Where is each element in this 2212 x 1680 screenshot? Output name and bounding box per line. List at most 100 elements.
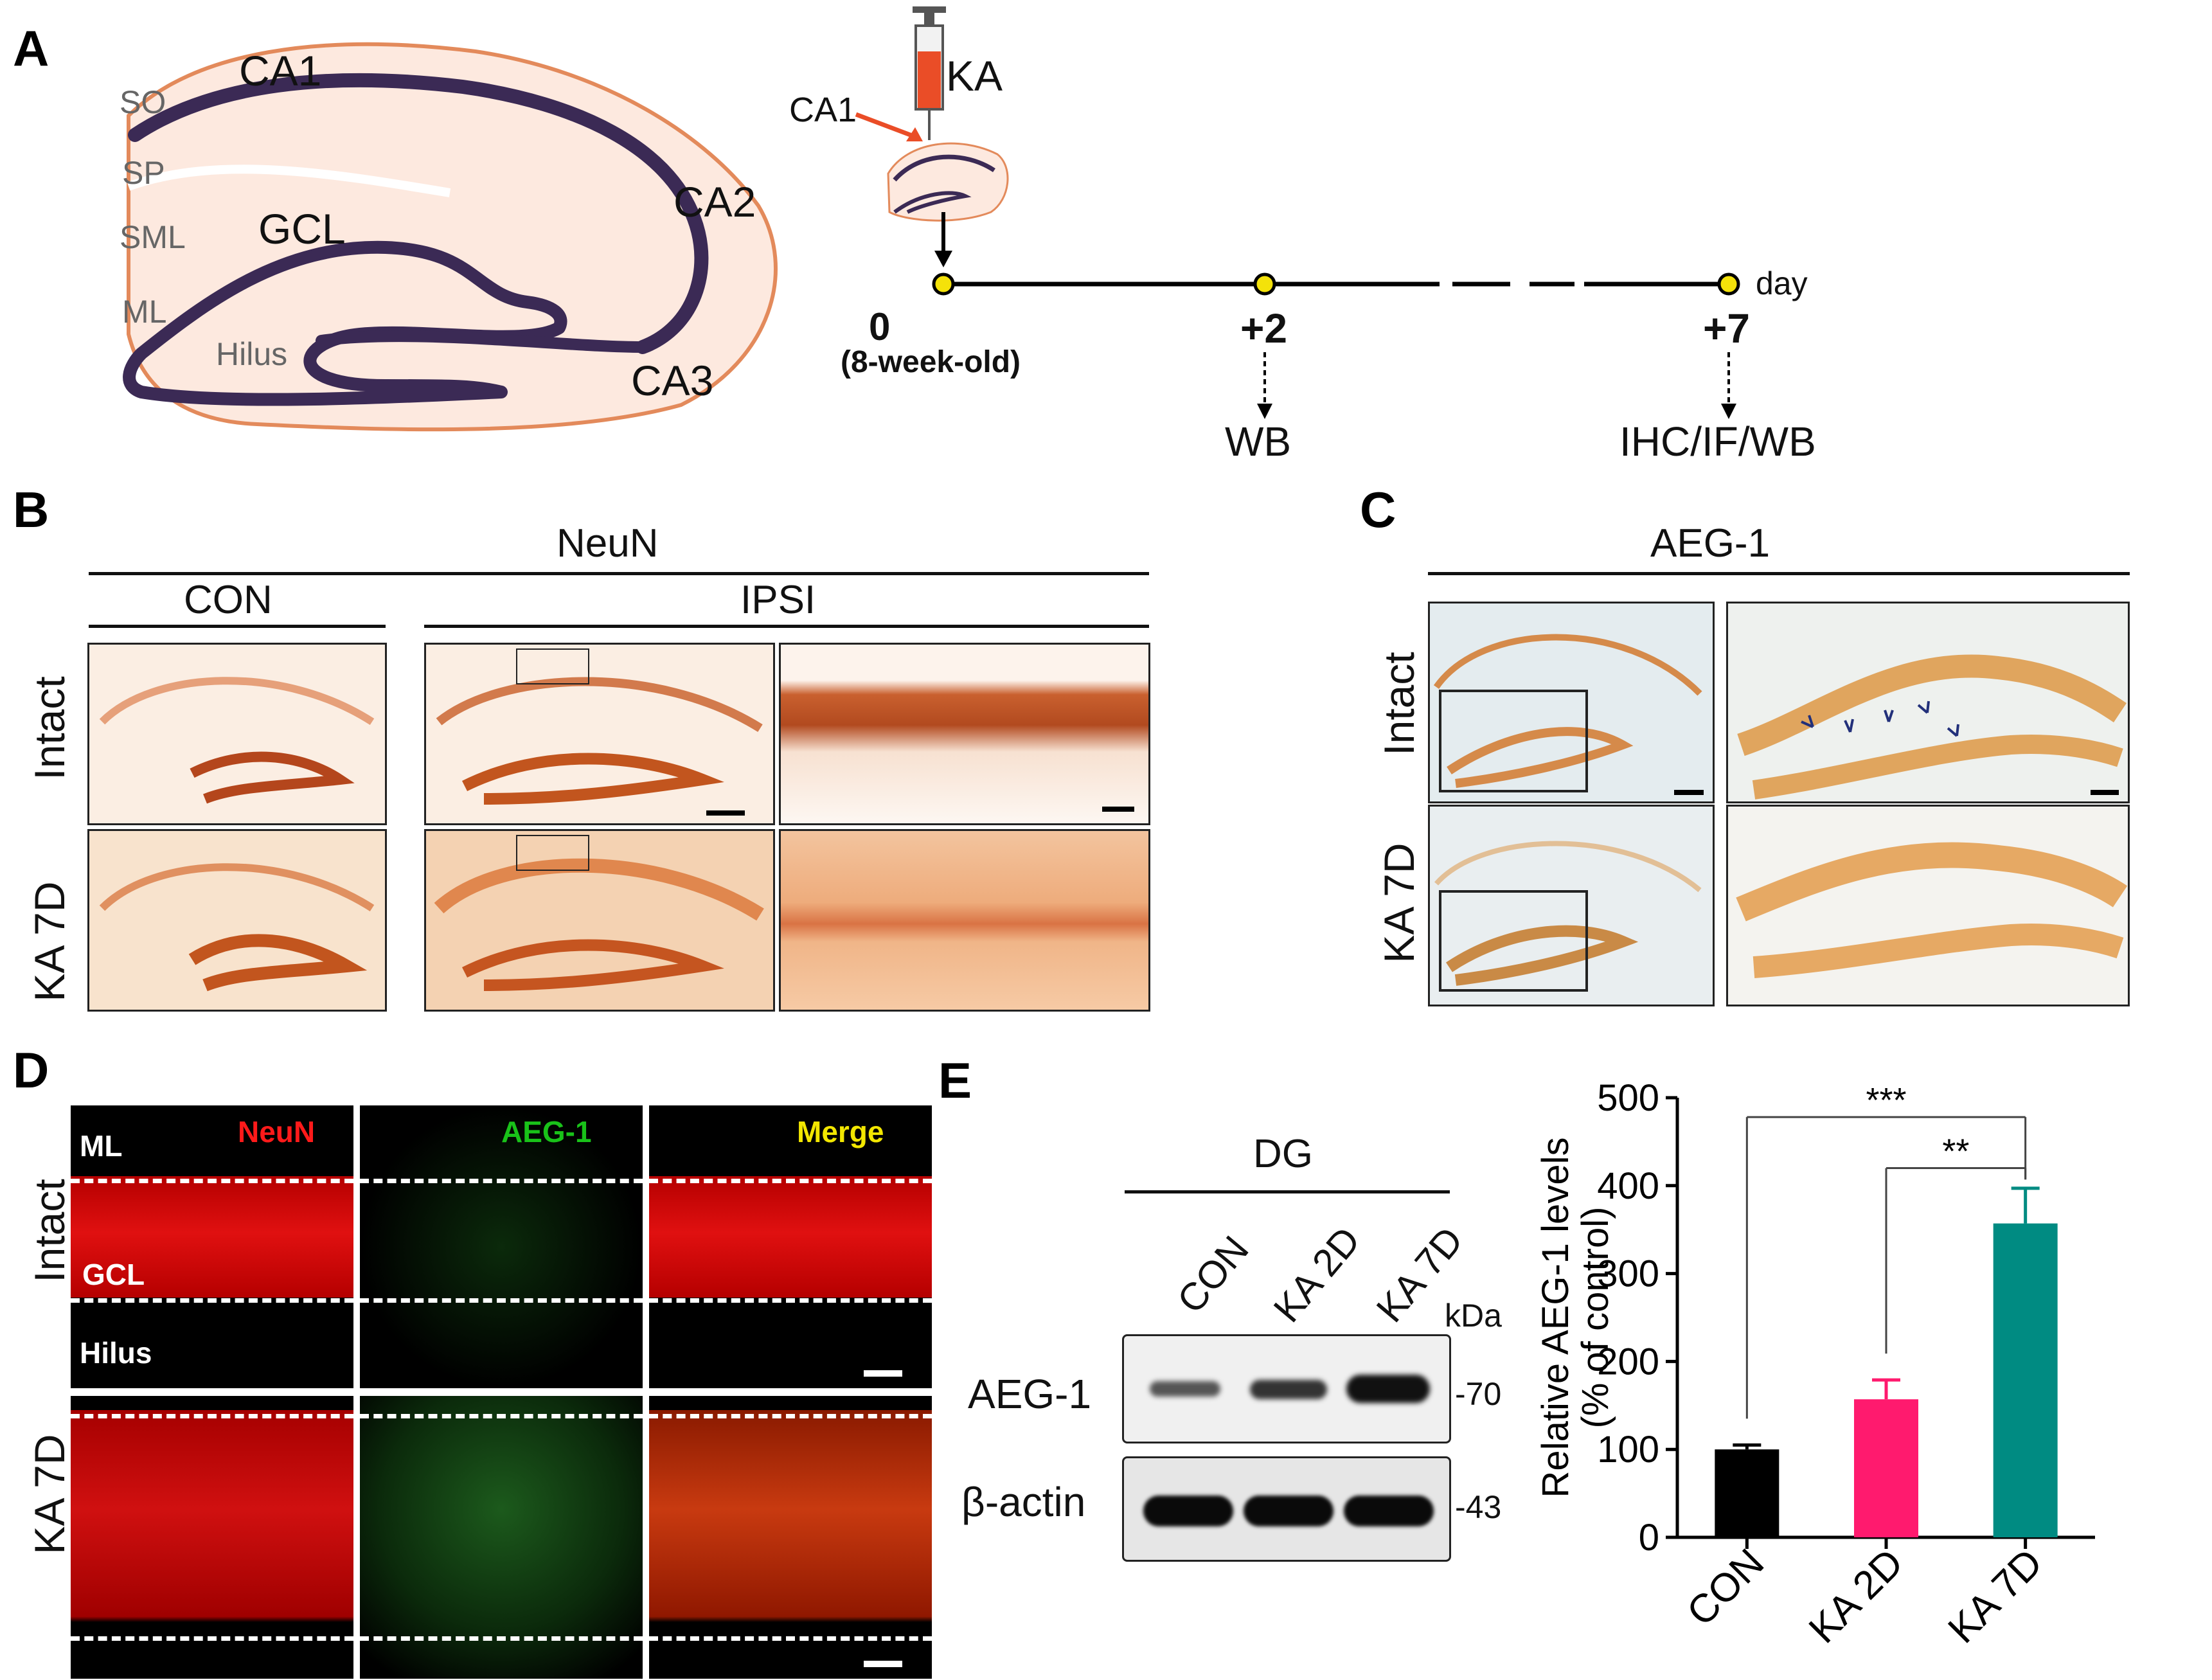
aeg1-intact-inset-box: [1439, 690, 1588, 792]
layer-boundary-line: [649, 1636, 932, 1641]
sig-label: **: [1942, 1132, 1969, 1170]
timeline-day-2: +2: [1240, 305, 1287, 352]
neun-ipsi-intact-inset-box: [516, 648, 589, 684]
y-tick-label: 0: [1639, 1517, 1659, 1559]
injection-site-label: CA1: [789, 91, 857, 129]
x-tick-label: KA 2D: [1801, 1541, 1912, 1652]
layer-sp: SP: [122, 155, 165, 191]
panel-c-title-rule: [1428, 572, 2130, 575]
panel-b-row-intact: Intact: [26, 676, 73, 780]
blot-lane-ka2d: KA 2D: [1265, 1219, 1369, 1330]
blot-tissue-rule: [1125, 1190, 1450, 1193]
panel-b-title-rule: [89, 572, 1149, 575]
region-gcl: GCL: [258, 205, 346, 253]
layer-boundary-line: [360, 1636, 643, 1641]
layer-boundary-line: [649, 1298, 932, 1303]
layer-boundary-line: [649, 1179, 932, 1183]
y-tick-label: 300: [1597, 1253, 1659, 1295]
blot-band-aeg1-label: AEG-1: [968, 1371, 1092, 1417]
aeg1-bar-chart: 0 100 200 300 400 500 Relative AEG-1 levels(% …: [1535, 1077, 2095, 1652]
if-intact-aeg1-image: AEG-1: [360, 1105, 643, 1388]
scale-bar: [864, 1661, 902, 1667]
aeg1-ka7d-image: [1428, 805, 1715, 1006]
injection-arrow-icon: [855, 112, 923, 141]
panel-b-row-ka7d: KA 7D: [26, 881, 73, 1002]
y-axis-label-line2: (% of control): [1574, 1207, 1616, 1429]
assay-day-7: IHC/IF/WB: [1619, 418, 1816, 465]
region-ca3: CA3: [631, 357, 714, 404]
if-intact-merge-image: Merge: [649, 1105, 932, 1388]
layer-so: SO: [120, 84, 166, 120]
panel-letter-e: E: [938, 1052, 972, 1109]
layer-boundary-line: [360, 1298, 643, 1303]
panel-b-title: NeuN: [557, 521, 659, 566]
region-ca2: CA2: [673, 178, 756, 226]
layer-boundary-line: [71, 1298, 353, 1303]
timeline-day-7: +7: [1703, 305, 1750, 352]
neun-ipsi-ka7d-zoom-image: [779, 829, 1150, 1012]
panel-b-ipsi-rule: [424, 625, 1149, 628]
if-ka7d-aeg1-image: [360, 1396, 643, 1679]
assay-day-2: WB: [1225, 418, 1292, 465]
if-channel-merge: Merge: [797, 1115, 884, 1148]
blot-kda-unit: kDa: [1445, 1298, 1502, 1334]
y-axis-label-line1: Relative AEG-1 levels: [1535, 1138, 1576, 1498]
blot-band-actin-label: β-actin: [961, 1479, 1086, 1525]
layer-boundary-line: [71, 1414, 353, 1418]
panel-d-row-intact: Intact: [26, 1179, 73, 1283]
if-ka7d-merge-image: [649, 1396, 932, 1679]
blot-lane-con: CON: [1168, 1228, 1257, 1321]
panel-letter-a: A: [13, 20, 49, 76]
y-tick-label: 400: [1597, 1165, 1659, 1207]
timeline-arrows: [1257, 352, 1736, 419]
y-tick-label: 500: [1597, 1077, 1659, 1119]
blot-actin-strip: [1122, 1456, 1451, 1562]
bar-1: [1854, 1399, 1918, 1537]
layer-boundary-line: [649, 1414, 932, 1418]
neun-ipsi-ka7d-image: [424, 829, 775, 1012]
layer-sml: SML: [120, 219, 186, 255]
aeg1-intact-image: [1428, 602, 1715, 803]
layer-boundary-line: [71, 1636, 353, 1641]
scale-bar: [706, 810, 745, 816]
neun-con-intact-image: [87, 643, 387, 825]
layer-hilus: Hilus: [216, 336, 288, 372]
layer-boundary-line: [71, 1179, 353, 1183]
scale-bar: [2091, 790, 2119, 795]
panel-c-title: AEG-1: [1650, 521, 1770, 566]
mini-hippocampus-icon: [887, 142, 1009, 222]
syringe-icon: [913, 6, 946, 140]
blot-band-ka7d: [1344, 1496, 1434, 1526]
timeline-age-note: (8-week-old): [841, 345, 1021, 379]
panel-b-con-rule: [89, 625, 386, 628]
blot-aeg1-strip: [1122, 1334, 1451, 1443]
bar-2: [1993, 1223, 2058, 1537]
sig-label: ***: [1866, 1081, 1906, 1120]
if-channel-neun: NeuN: [238, 1115, 316, 1148]
blot-tissue-label: DG: [1253, 1132, 1313, 1176]
panel-b-group-con: CON: [184, 578, 272, 622]
neun-ipsi-ka7d-inset-box: [516, 835, 589, 871]
hippocampus-schematic: [123, 42, 778, 432]
x-tick-label: CON: [1679, 1541, 1772, 1634]
panel-letter-c: C: [1360, 481, 1396, 538]
panel-c-row-ka7d: KA 7D: [1375, 843, 1423, 963]
panel-d-row-ka7d: KA 7D: [26, 1434, 73, 1555]
if-layer-ml: ML: [80, 1129, 123, 1163]
if-ka7d-neun-image: [71, 1396, 353, 1679]
aeg1-intact-zoom-image: [1726, 602, 2130, 803]
experiment-timeline: [932, 212, 1740, 296]
neun-ipsi-intact-image: [424, 643, 775, 825]
scale-bar: [1674, 790, 1704, 795]
panel-c-row-intact: Intact: [1375, 652, 1423, 756]
blot-band-con: [1143, 1496, 1233, 1526]
drug-label: KA: [946, 52, 1003, 100]
blot-band-ka2d: [1250, 1380, 1327, 1399]
scale-bar: [864, 1370, 902, 1377]
panel-letter-d: D: [13, 1042, 49, 1098]
y-tick-label: 200: [1597, 1341, 1659, 1382]
y-tick-label: 100: [1597, 1429, 1659, 1470]
layer-ml: ML: [122, 294, 167, 330]
if-layer-hilus: Hilus: [80, 1336, 152, 1370]
